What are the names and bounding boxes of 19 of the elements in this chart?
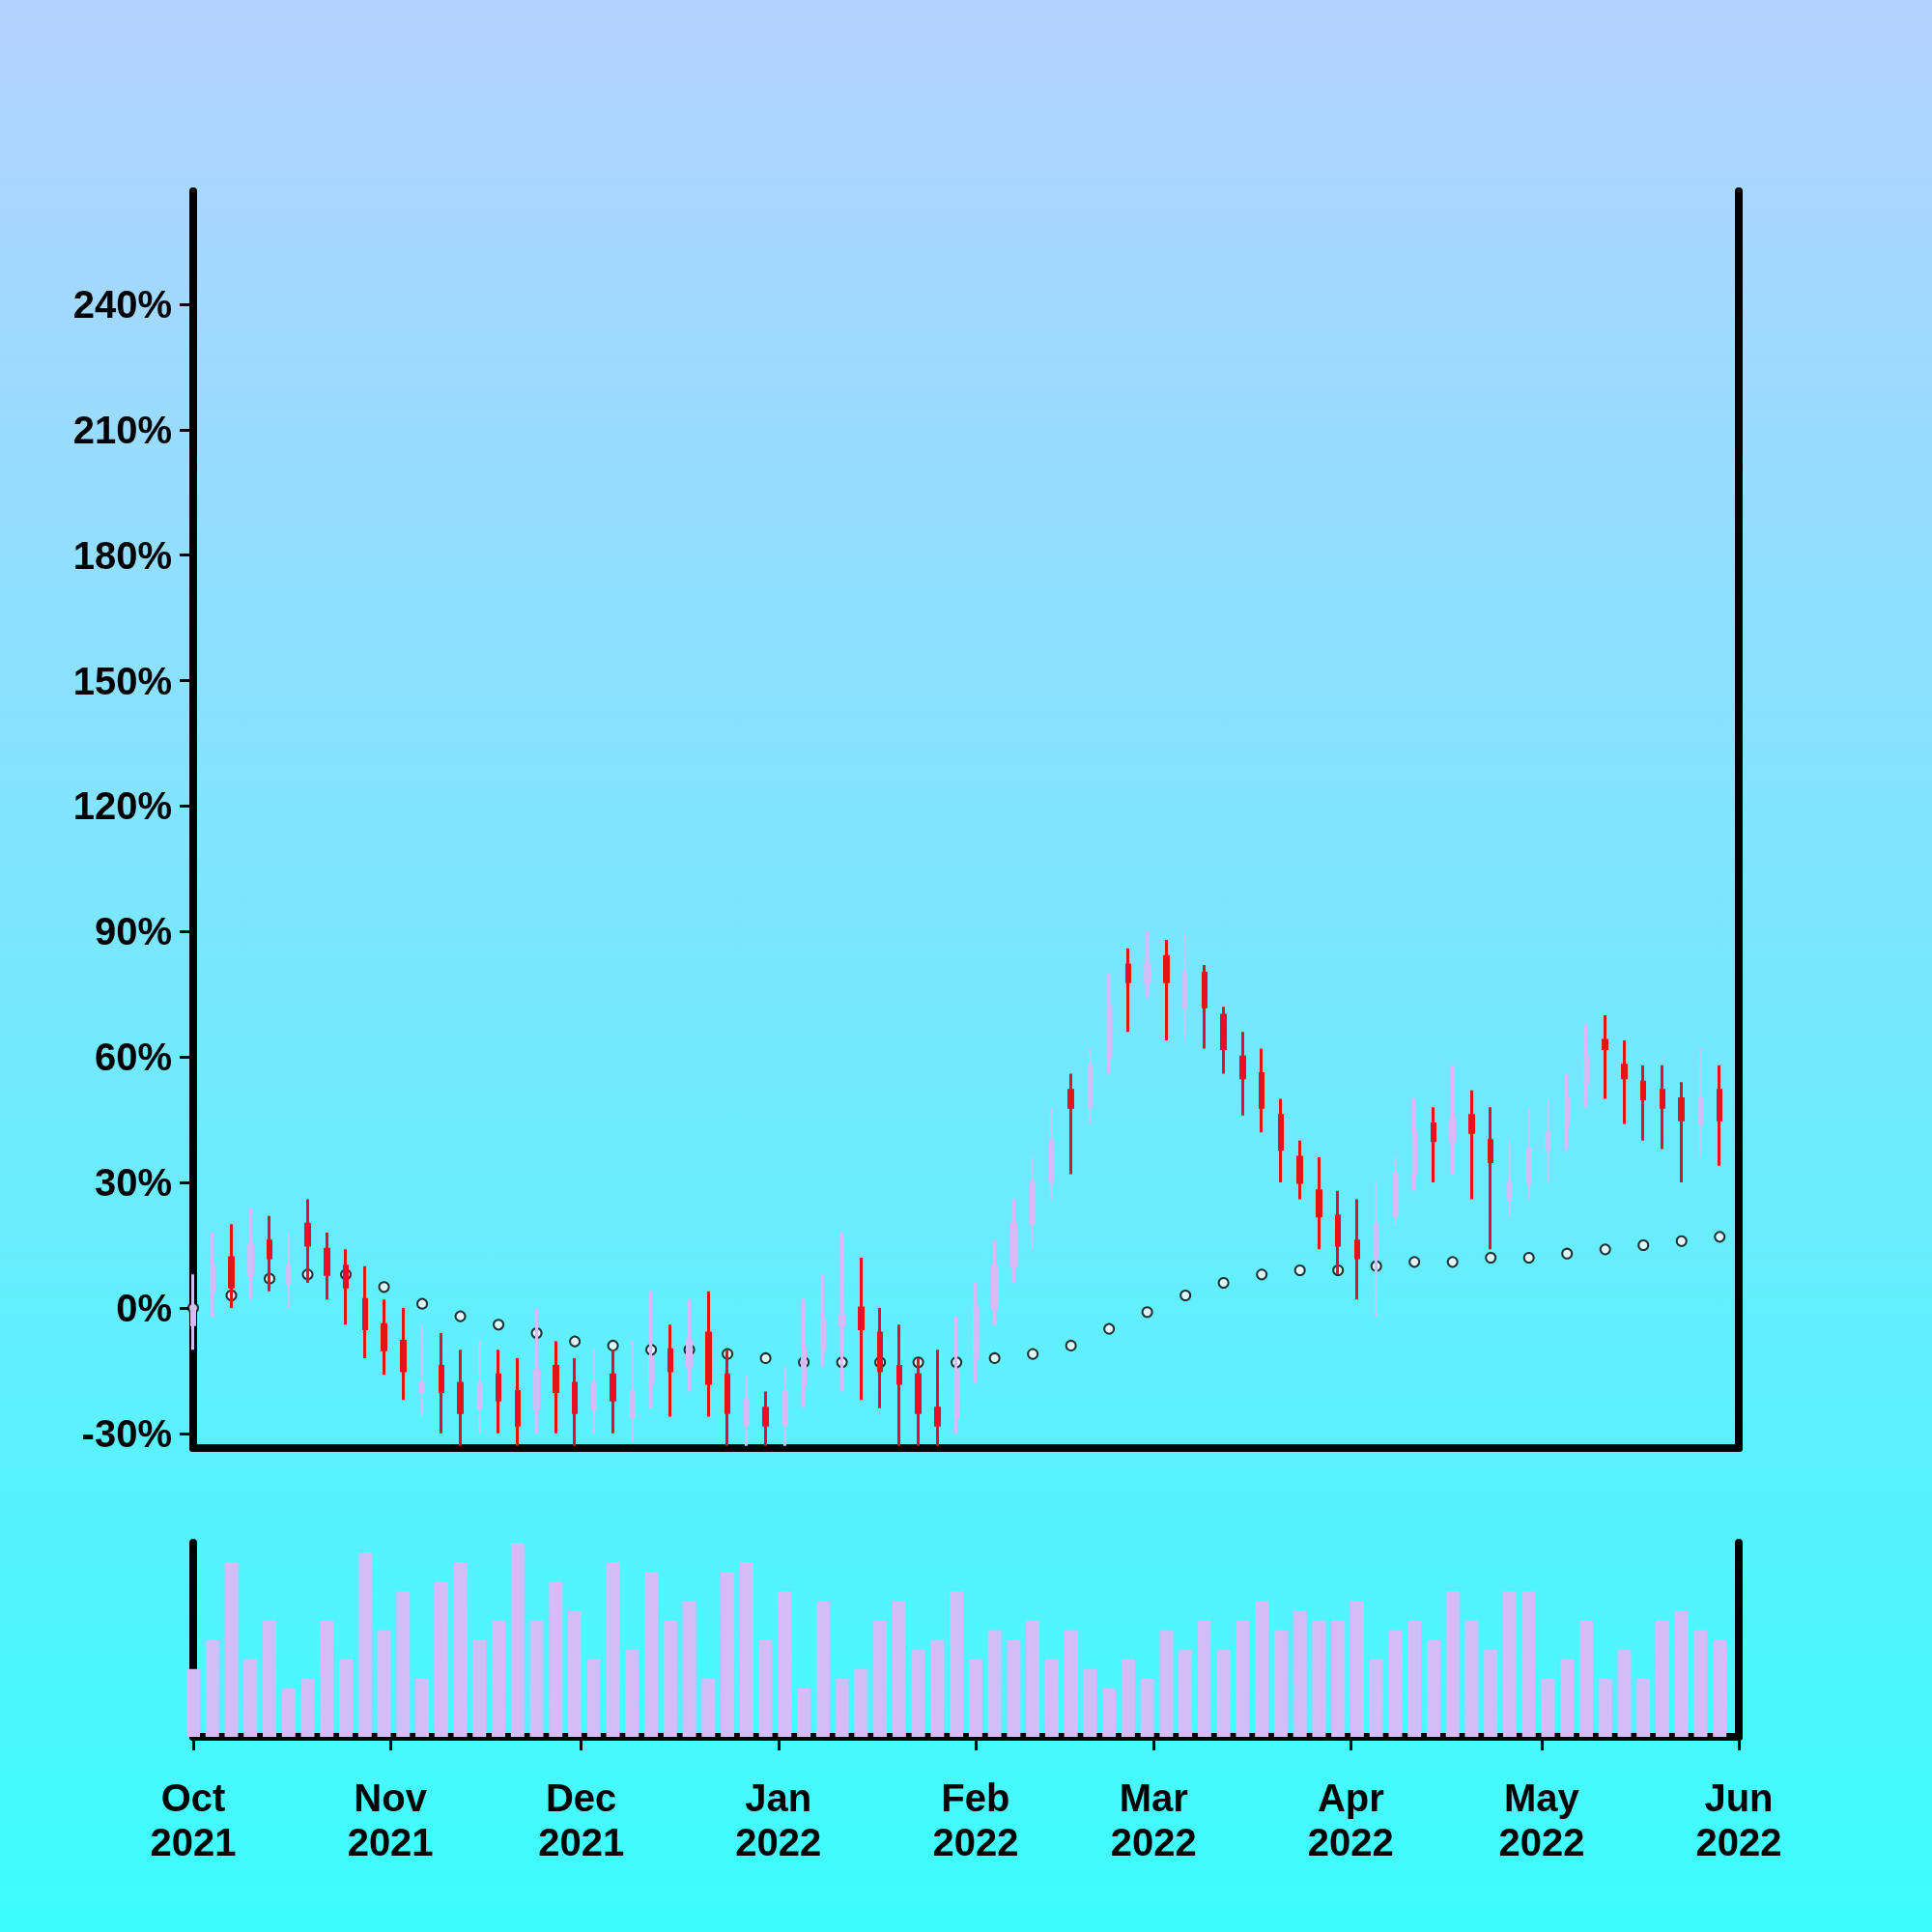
y-tick-label: 60% [94,1036,172,1079]
x-tick-label: Nov 2021 [347,1776,434,1863]
x-tick-label: Jan 2022 [735,1776,822,1863]
y-tick-label: 180% [72,533,172,577]
x-tick-label: May 2022 [1498,1776,1585,1863]
x-tick-label: Apr 2022 [1307,1776,1394,1863]
y-tick-label: 120% [72,784,172,828]
y-tick-label: 150% [72,659,172,702]
y-tick-label: 210% [72,408,172,451]
x-tick-label: Dec 2021 [538,1776,625,1863]
y-tick-label: -30% [81,1411,172,1455]
y-tick-label: 240% [72,282,172,326]
x-tick-label: Jun 2022 [1695,1776,1782,1863]
y-tick-label: 90% [94,910,172,953]
y-tick-label: 30% [94,1161,172,1205]
y-tick-label: 0% [116,1286,172,1329]
x-tick-label: Feb 2022 [932,1776,1019,1863]
x-tick-label: Oct 2021 [150,1776,237,1863]
x-tick-label: Mar 2022 [1110,1776,1197,1863]
